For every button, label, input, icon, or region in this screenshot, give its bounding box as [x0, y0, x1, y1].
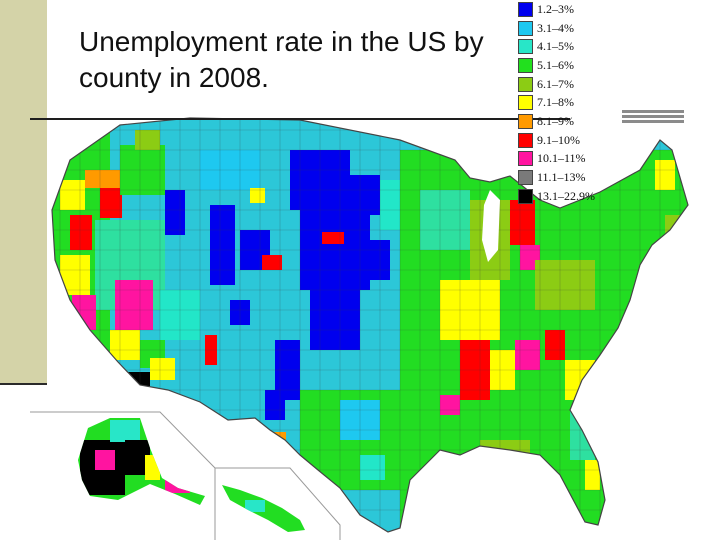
legend-swatch	[518, 95, 533, 111]
legend-item: 10.1–11%	[518, 150, 638, 169]
legend-item: 4.1–5%	[518, 37, 638, 56]
legend-swatch	[518, 20, 533, 36]
slide-corner-decoration	[622, 110, 684, 126]
legend-swatch	[518, 57, 533, 73]
legend-swatch	[518, 113, 533, 129]
legend-swatch	[518, 132, 533, 148]
legend-label: 3.1–4%	[537, 20, 574, 35]
legend-swatch	[518, 188, 533, 204]
hawaii-map	[222, 485, 305, 532]
legend-item: 3.1–4%	[518, 19, 638, 38]
legend-label: 1.2–3%	[537, 1, 574, 16]
legend-item: 7.1–8%	[518, 93, 638, 112]
legend-swatch	[518, 170, 533, 186]
legend-label: 9.1–10%	[537, 132, 580, 147]
legend-swatch	[518, 39, 533, 55]
legend-item: 5.1–6%	[518, 56, 638, 75]
legend-label: 6.1–7%	[537, 76, 574, 91]
legend-label: 8.1–9%	[537, 113, 574, 128]
alaska-map	[78, 418, 205, 505]
legend-item: 8.1–9%	[518, 112, 638, 131]
legend-label: 5.1–6%	[537, 57, 574, 72]
legend-item: 9.1–10%	[518, 131, 638, 150]
legend-swatch	[518, 151, 533, 167]
title-underline	[30, 118, 570, 120]
slide-side-bar	[0, 0, 47, 385]
legend-label: 13.1–22.9%	[537, 188, 595, 203]
legend-label: 10.1–11%	[537, 151, 586, 166]
legend-item: 11.1–13%	[518, 168, 638, 187]
legend-item: 6.1–7%	[518, 75, 638, 94]
legend-label: 4.1–5%	[537, 39, 574, 54]
legend-item: 13.1–22.9%	[518, 187, 638, 206]
map-legend: 1.2–3% 3.1–4% 4.1–5% 5.1–6% 6.1–7% 7.1–8…	[518, 0, 638, 206]
legend-swatch	[518, 76, 533, 92]
legend-item: 1.2–3%	[518, 0, 638, 19]
legend-swatch	[518, 1, 533, 17]
legend-label: 7.1–8%	[537, 95, 574, 110]
legend-label: 11.1–13%	[537, 170, 586, 185]
slide-title: Unemployment rate in the US by county in…	[79, 26, 484, 93]
slide-side-bar-rule	[0, 383, 47, 385]
